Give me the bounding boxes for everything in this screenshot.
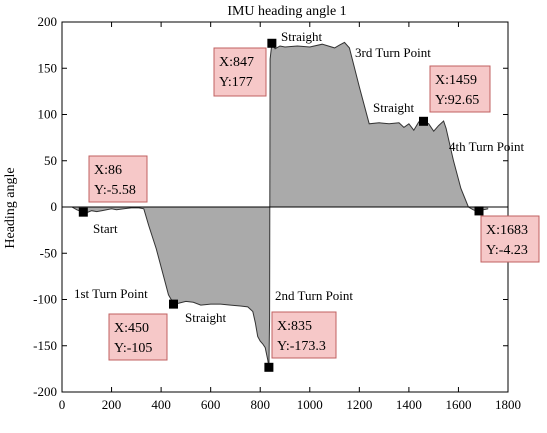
annotation-label: 4th Turn Point	[449, 139, 525, 154]
datatip-marker[interactable]	[169, 300, 178, 309]
datatip-x-text: X:450	[114, 321, 149, 336]
y-tick-label: 100	[38, 107, 58, 122]
datatip-y-text: Y:92.65	[435, 93, 479, 108]
annotation-label: Straight	[185, 310, 227, 325]
datatip-marker[interactable]	[264, 363, 273, 372]
datatip-x-text: X:1459	[435, 73, 477, 88]
y-tick-label: -100	[33, 292, 57, 307]
datatip-x-text: X:847	[219, 55, 254, 70]
y-tick-label: -50	[40, 245, 57, 260]
annotation-label: 2nd Turn Point	[275, 288, 353, 303]
y-tick-label: -200	[33, 384, 57, 399]
datatip-x-text: X:1683	[486, 223, 528, 238]
annotation-label: Start	[93, 221, 118, 236]
datatip-marker[interactable]	[79, 208, 88, 217]
x-tick-label: 800	[250, 397, 270, 412]
y-axis-label: Heading angle	[3, 167, 18, 248]
x-tick-label: 1200	[346, 397, 372, 412]
datatip-x-text: X:835	[277, 319, 312, 334]
x-tick-label: 1800	[495, 397, 521, 412]
chart-title: IMU heading angle 1	[227, 4, 346, 19]
datatip-y-text: Y:177	[219, 75, 253, 90]
annotation-label: 1st Turn Point	[74, 286, 148, 301]
x-tick-label: 400	[151, 397, 171, 412]
x-tick-label: 200	[102, 397, 122, 412]
y-tick-label: 150	[38, 60, 58, 75]
x-tick-label: 1000	[297, 397, 323, 412]
annotation-label: 3rd Turn Point	[355, 45, 431, 60]
x-tick-label: 1400	[396, 397, 422, 412]
y-tick-label: 50	[44, 153, 57, 168]
datatip-y-text: Y:-105	[114, 341, 152, 356]
datatip-y-text: Y:-173.3	[277, 339, 326, 354]
x-tick-label: 0	[59, 397, 66, 412]
datatip-y-text: Y:-5.58	[94, 183, 136, 198]
annotation-label: Straight	[281, 29, 323, 44]
y-tick-label: -150	[33, 338, 57, 353]
datatip-marker[interactable]	[267, 39, 276, 48]
y-tick-label: 200	[38, 14, 58, 29]
datatip-marker[interactable]	[419, 117, 428, 126]
datatip-x-text: X:86	[94, 163, 122, 178]
x-tick-label: 600	[201, 397, 221, 412]
y-tick-label: 0	[51, 199, 58, 214]
datatip-marker[interactable]	[475, 206, 484, 215]
datatip-y-text: Y:-4.23	[486, 243, 528, 258]
annotation-label: Straight	[373, 100, 415, 115]
x-tick-label: 1600	[445, 397, 471, 412]
